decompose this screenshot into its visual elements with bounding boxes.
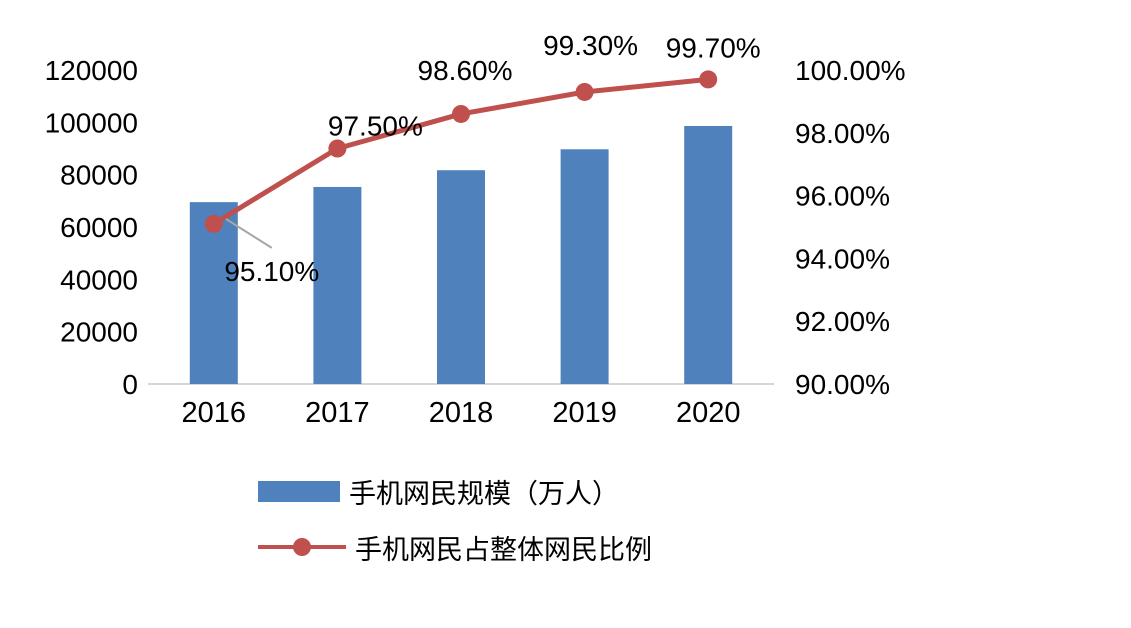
line-data-label: 99.70%	[666, 32, 761, 63]
line-marker-icon	[204, 214, 223, 233]
bar	[437, 170, 485, 384]
left-axis-tick-label: 100000	[45, 107, 138, 138]
line-marker-icon	[575, 82, 594, 101]
right-axis-tick-label: 100.00%	[795, 55, 906, 86]
x-axis-category-label: 2016	[182, 397, 247, 429]
line-data-label: 95.10%	[224, 256, 319, 287]
x-axis-category-label: 2020	[676, 397, 741, 429]
legend-label-line-series: 手机网民占整体网民比例	[355, 534, 652, 565]
bar-swatch-icon	[258, 480, 340, 502]
chart-legend: 手机网民规模（万人） 手机网民占整体网民比例	[258, 476, 652, 565]
line-data-label: 99.30%	[543, 30, 638, 61]
bar	[560, 149, 609, 384]
bar	[684, 125, 733, 384]
left-axis-tick-label: 80000	[60, 160, 138, 191]
x-axis-category-label: 2017	[305, 397, 370, 429]
right-axis-tick-label: 92.00%	[795, 306, 890, 337]
right-axis-tick-label: 96.00%	[795, 181, 890, 212]
x-axis-category-label: 2018	[429, 397, 494, 429]
line-marker-icon	[452, 104, 470, 123]
left-axis-tick-label: 120000	[45, 55, 138, 86]
legend-item-line-series: 手机网民占整体网民比例	[258, 532, 652, 565]
line-marker-icon	[699, 70, 718, 89]
line-marker-swatch-icon	[258, 536, 346, 558]
right-axis-tick-label: 90.00%	[795, 369, 890, 400]
line-marker-icon	[328, 139, 347, 158]
x-axis-category-label: 2019	[552, 397, 617, 429]
legend-label-bar-series: 手机网民规模（万人）	[349, 478, 619, 509]
line-data-label: 98.60%	[418, 55, 513, 86]
right-axis-tick-label: 94.00%	[795, 243, 890, 274]
right-axis-tick-label: 98.00%	[795, 118, 890, 149]
data-label-leader-line	[225, 218, 273, 249]
left-axis-tick-label: 60000	[60, 212, 138, 243]
legend-line-marker-icon	[293, 538, 311, 556]
legend-item-bar-series: 手机网民规模（万人）	[258, 476, 652, 509]
left-axis-tick-label: 0	[122, 369, 138, 400]
left-axis-tick-label: 40000	[60, 264, 138, 295]
left-axis-tick-label: 20000	[60, 317, 138, 348]
bar	[313, 186, 362, 384]
line-data-label: 97.50%	[328, 111, 423, 142]
